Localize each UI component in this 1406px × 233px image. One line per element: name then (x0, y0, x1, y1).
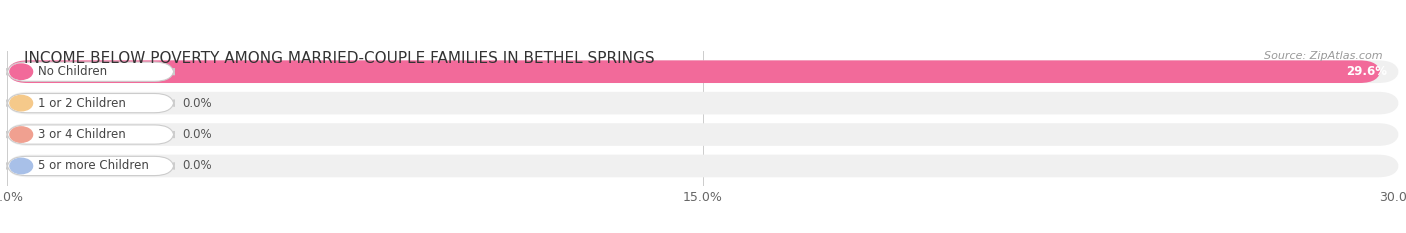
Circle shape (10, 96, 32, 111)
Text: 0.0%: 0.0% (183, 159, 212, 172)
Circle shape (10, 127, 32, 142)
Text: 29.6%: 29.6% (1347, 65, 1388, 78)
FancyBboxPatch shape (7, 62, 174, 81)
Text: 0.0%: 0.0% (183, 128, 212, 141)
FancyBboxPatch shape (7, 60, 1381, 83)
Text: 5 or more Children: 5 or more Children (38, 159, 149, 172)
FancyBboxPatch shape (7, 155, 1399, 177)
Text: No Children: No Children (38, 65, 107, 78)
Text: 3 or 4 Children: 3 or 4 Children (38, 128, 127, 141)
FancyBboxPatch shape (7, 123, 1399, 146)
Text: 1 or 2 Children: 1 or 2 Children (38, 97, 127, 110)
Circle shape (10, 64, 32, 79)
FancyBboxPatch shape (7, 156, 174, 176)
Text: 0.0%: 0.0% (183, 97, 212, 110)
FancyBboxPatch shape (7, 125, 174, 144)
FancyBboxPatch shape (7, 93, 174, 113)
Circle shape (10, 158, 32, 174)
FancyBboxPatch shape (7, 60, 1399, 83)
FancyBboxPatch shape (7, 92, 1399, 114)
Text: INCOME BELOW POVERTY AMONG MARRIED-COUPLE FAMILIES IN BETHEL SPRINGS: INCOME BELOW POVERTY AMONG MARRIED-COUPL… (24, 51, 654, 66)
Text: Source: ZipAtlas.com: Source: ZipAtlas.com (1264, 51, 1382, 61)
